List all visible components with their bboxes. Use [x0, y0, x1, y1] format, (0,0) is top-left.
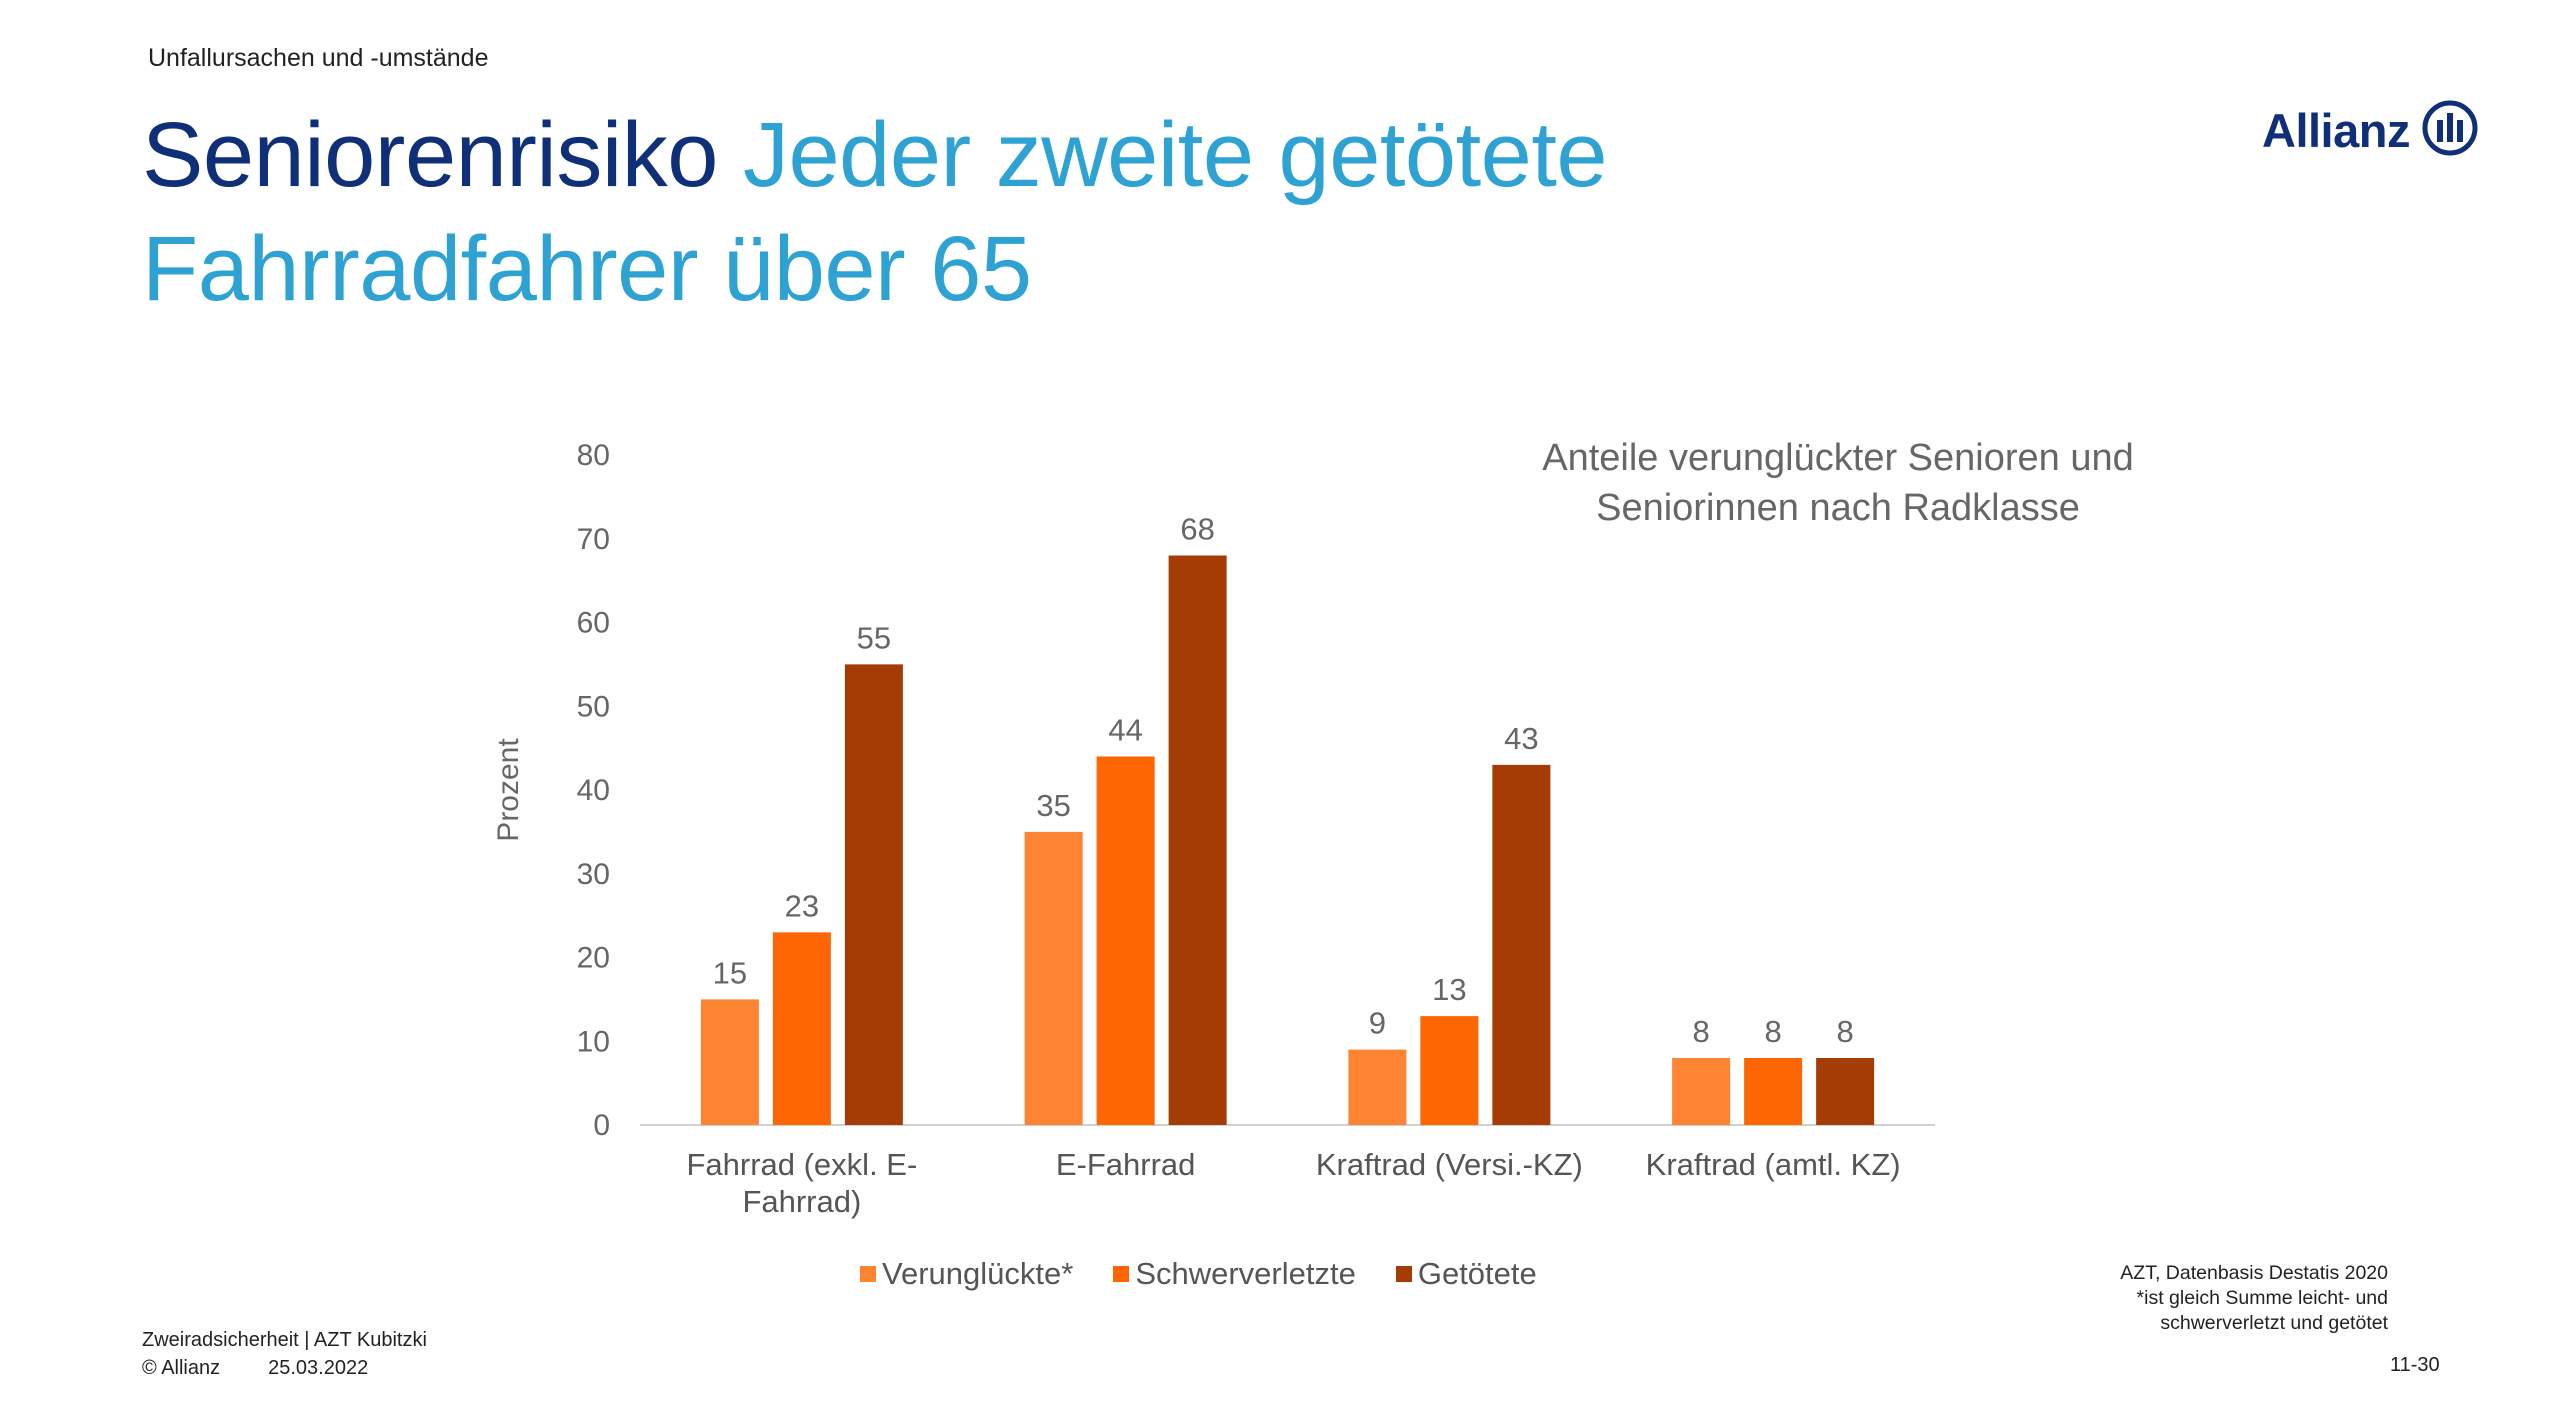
bar — [844, 664, 903, 1125]
source-note: AZT, Datenbasis Destatis 2020 *ist gleic… — [2120, 1261, 2388, 1336]
chart-title: Seniorinnen nach Radklasse — [1596, 487, 2080, 529]
x-tick-label: Fahrrad) — [742, 1184, 861, 1219]
data-label: 43 — [1504, 721, 1538, 756]
bar — [1024, 831, 1083, 1125]
data-label: 55 — [857, 620, 891, 655]
bar — [1492, 764, 1551, 1125]
legend-swatch — [1113, 1266, 1130, 1282]
footnote-line: schwerverletzt und getötet — [2160, 1312, 2388, 1334]
legend-item-getoetete: Getötete — [1395, 1256, 1537, 1292]
bar — [1672, 1058, 1731, 1125]
logo-text: Allianz — [2262, 104, 2410, 157]
x-tick-label: Kraftrad (Versi.-KZ) — [1316, 1147, 1583, 1182]
legend-item-schwerverletzte: Schwerverletzte — [1113, 1256, 1356, 1292]
bar — [700, 999, 759, 1125]
y-tick-label: 80 — [577, 439, 610, 472]
x-tick-label: Kraftrad (amtl. KZ) — [1646, 1147, 1901, 1182]
allianz-logo: Allianz — [2262, 100, 2478, 161]
x-tick-label: Fahrrad (exkl. E- — [686, 1147, 917, 1182]
allianz-eagle-icon — [2422, 100, 2478, 161]
chart-title: Anteile verunglückter Senioren und — [1542, 437, 2134, 479]
bar — [772, 932, 831, 1125]
title-main: Seniorenrisiko — [142, 104, 718, 206]
y-tick-label: 60 — [577, 607, 610, 640]
footer-presentation-title: Zweiradsicherheit | AZT Kubitzki — [142, 1329, 427, 1351]
y-tick-label: 20 — [577, 942, 610, 975]
data-label: 8 — [1693, 1014, 1710, 1049]
y-tick-label: 0 — [593, 1109, 610, 1142]
page-number: 11-30 — [2390, 1354, 2440, 1376]
y-axis-label: Prozent — [492, 738, 525, 842]
data-label: 35 — [1036, 788, 1070, 823]
footer-date: 25.03.2022 — [268, 1357, 369, 1379]
y-tick-label: 10 — [577, 1025, 610, 1058]
data-label: 23 — [785, 888, 819, 923]
bar — [1348, 1049, 1407, 1125]
legend-label: Verunglückte* — [882, 1256, 1074, 1291]
page-title: Seniorenrisiko Jeder zweite getötete Fah… — [142, 98, 1842, 326]
footer: Zweiradsicherheit | AZT Kubitzki © Allia… — [142, 1326, 427, 1382]
footnote-line: *ist gleich Summe leicht- und — [2136, 1287, 2388, 1309]
bar — [1096, 756, 1155, 1125]
data-label: 13 — [1432, 972, 1466, 1007]
legend-swatch — [1395, 1266, 1412, 1282]
legend-label: Schwerverletzte — [1135, 1256, 1356, 1291]
legend-swatch — [860, 1266, 876, 1282]
bar — [1168, 555, 1227, 1125]
bar — [1816, 1058, 1875, 1125]
footer-copyright: © Allianz — [142, 1357, 221, 1379]
legend-label: Getötete — [1417, 1256, 1537, 1291]
data-label: 44 — [1108, 713, 1142, 748]
y-tick-label: 50 — [577, 690, 610, 723]
chart-legend: Verunglückte* Schwerverletzte Getötete — [860, 1256, 1537, 1292]
bar — [1420, 1016, 1479, 1125]
bar — [1744, 1058, 1803, 1125]
data-label: 8 — [1765, 1014, 1782, 1049]
data-label: 8 — [1837, 1014, 1854, 1049]
data-label: 9 — [1369, 1006, 1386, 1041]
x-tick-label: E-Fahrrad — [1056, 1147, 1196, 1182]
data-label: 68 — [1180, 512, 1214, 547]
y-tick-label: 40 — [577, 774, 610, 807]
y-tick-label: 30 — [577, 858, 610, 891]
data-label: 15 — [713, 955, 747, 990]
section-label: Unfallursachen und -umstände — [148, 44, 489, 72]
source-line: AZT, Datenbasis Destatis 2020 — [2120, 1262, 2388, 1284]
title-sub: Jeder zweite getötete Fahrradfahrer über… — [142, 104, 1608, 320]
y-tick-label: 70 — [577, 523, 610, 556]
legend-item-verunglueckte: Verunglückte* — [860, 1256, 1073, 1292]
